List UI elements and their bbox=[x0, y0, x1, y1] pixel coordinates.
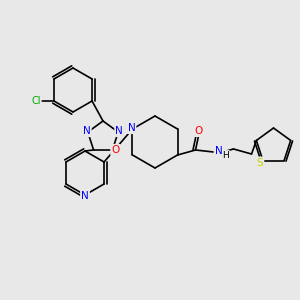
Text: O: O bbox=[111, 145, 119, 155]
Text: N: N bbox=[115, 126, 123, 136]
Text: O: O bbox=[194, 126, 202, 136]
Text: S: S bbox=[256, 158, 263, 168]
Text: Cl: Cl bbox=[31, 96, 41, 106]
Text: N: N bbox=[81, 191, 89, 201]
Text: N: N bbox=[128, 123, 135, 133]
Text: N: N bbox=[214, 146, 222, 156]
Text: H: H bbox=[223, 151, 229, 160]
Text: N: N bbox=[83, 126, 91, 136]
